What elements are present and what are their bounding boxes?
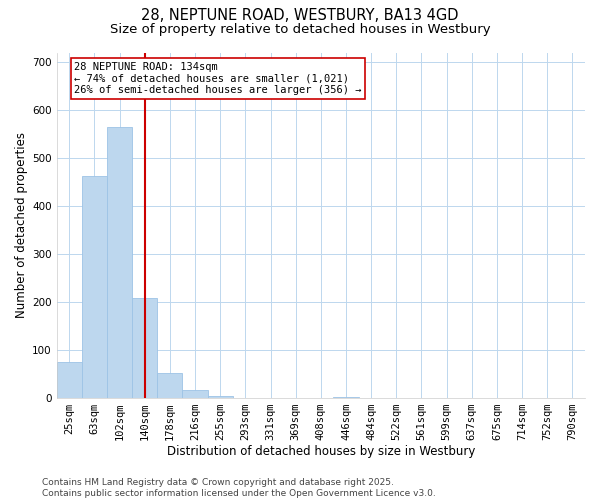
Bar bbox=[82, 176, 107, 398]
Bar bbox=[334, 396, 359, 398]
X-axis label: Distribution of detached houses by size in Westbury: Distribution of detached houses by size … bbox=[167, 444, 475, 458]
Bar bbox=[107, 127, 132, 398]
Y-axis label: Number of detached properties: Number of detached properties bbox=[15, 132, 28, 318]
Bar bbox=[132, 298, 157, 398]
Bar bbox=[182, 390, 208, 398]
Bar bbox=[208, 396, 233, 398]
Text: Contains HM Land Registry data © Crown copyright and database right 2025.
Contai: Contains HM Land Registry data © Crown c… bbox=[42, 478, 436, 498]
Bar bbox=[56, 362, 82, 398]
Text: 28, NEPTUNE ROAD, WESTBURY, BA13 4GD: 28, NEPTUNE ROAD, WESTBURY, BA13 4GD bbox=[141, 8, 459, 22]
Text: 28 NEPTUNE ROAD: 134sqm
← 74% of detached houses are smaller (1,021)
26% of semi: 28 NEPTUNE ROAD: 134sqm ← 74% of detache… bbox=[74, 62, 362, 96]
Bar bbox=[157, 373, 182, 398]
Text: Size of property relative to detached houses in Westbury: Size of property relative to detached ho… bbox=[110, 22, 490, 36]
